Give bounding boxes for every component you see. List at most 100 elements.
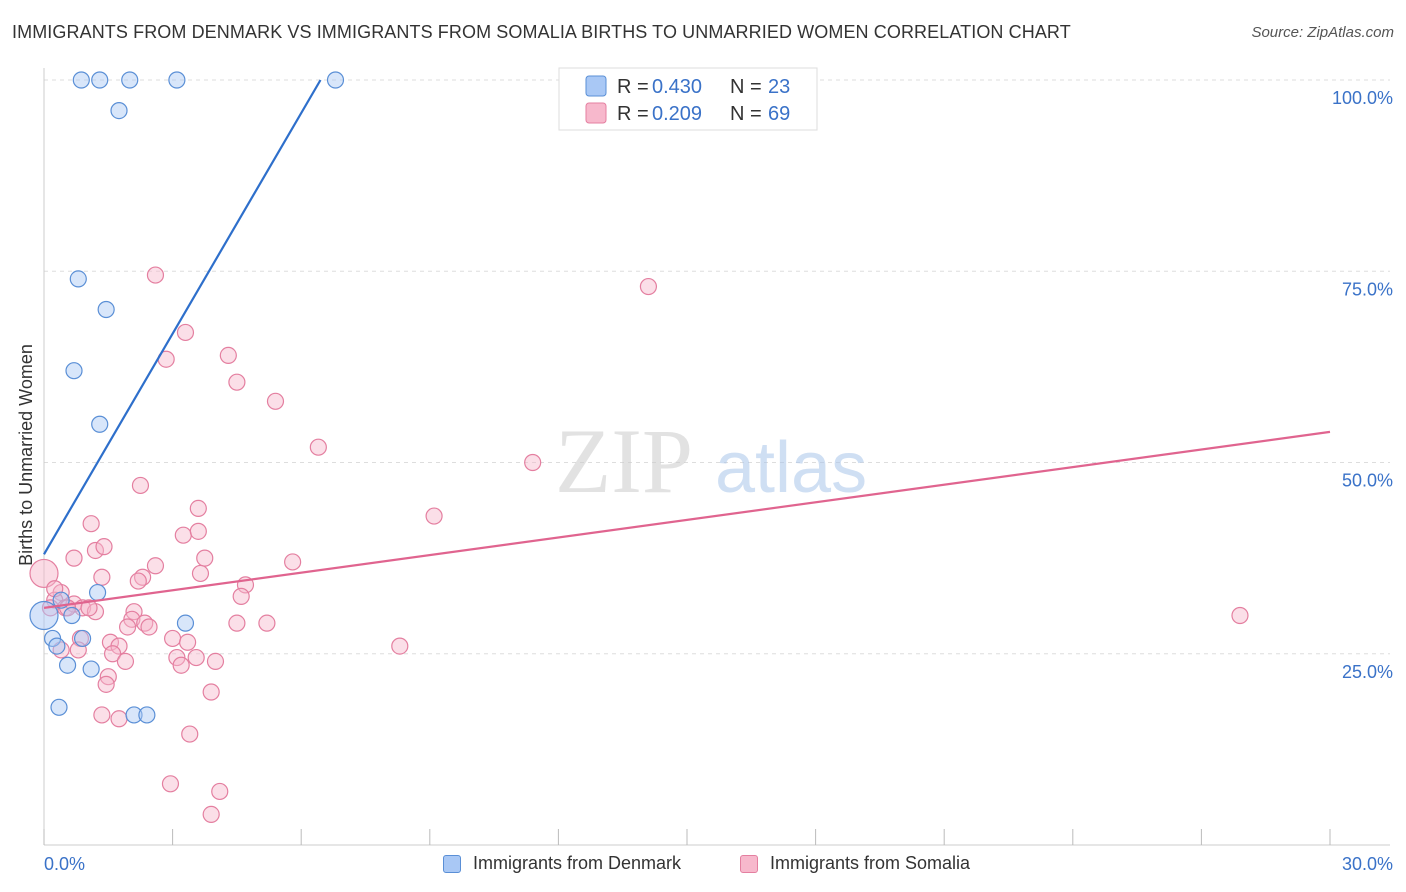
trend-lines	[43, 79, 1331, 609]
somalia-point[interactable]	[116, 652, 135, 671]
denmark-point[interactable]	[65, 362, 83, 380]
legend-somalia-swatch	[740, 854, 758, 873]
somalia-point[interactable]	[189, 499, 207, 517]
x-tick-labels: 0.0% 30.0%	[44, 854, 1393, 874]
y-tick-label: 50.0%	[1342, 471, 1393, 491]
denmark-point[interactable]	[91, 415, 109, 433]
somalia-point[interactable]	[202, 683, 220, 701]
somalia-point[interactable]	[189, 522, 207, 540]
stats-somalia-swatch	[585, 102, 607, 124]
stats-box: R = 0.430 N = 23 R = 0.209 N = 69	[558, 67, 818, 131]
somalia-point[interactable]	[93, 568, 111, 586]
stats-somalia-n-label: N =	[730, 103, 762, 125]
y-tick-labels: 25.0% 50.0% 75.0% 100.0%	[1332, 88, 1393, 682]
somalia-point[interactable]	[146, 266, 165, 284]
stats-somalia-r-label: R =	[617, 103, 649, 125]
denmark-point[interactable]	[125, 706, 143, 724]
axes	[43, 68, 1390, 846]
somalia-point[interactable]	[187, 648, 205, 667]
denmark-point[interactable]	[58, 656, 77, 674]
somalia-point[interactable]	[164, 629, 182, 648]
legend-somalia[interactable]: Immigrants from Somalia	[740, 853, 970, 874]
gridlines	[44, 79, 1390, 655]
somalia-trend-line	[43, 430, 1331, 609]
somalia-point[interactable]	[29, 558, 59, 589]
denmark-point[interactable]	[88, 583, 107, 602]
somalia-point[interactable]	[172, 656, 190, 674]
somalia-point[interactable]	[391, 637, 409, 655]
somalia-point[interactable]	[228, 373, 246, 391]
denmark-point[interactable]	[50, 698, 68, 716]
somalia-point[interactable]	[219, 346, 237, 364]
stats-denmark-n-value: 23	[768, 76, 790, 98]
denmark-point[interactable]	[121, 71, 139, 89]
somalia-point[interactable]	[176, 323, 195, 342]
somalia-point[interactable]	[110, 710, 128, 728]
somalia-point[interactable]	[181, 725, 199, 743]
somalia-point[interactable]	[129, 572, 147, 590]
somalia-point[interactable]	[131, 476, 150, 495]
y-tick-label: 75.0%	[1342, 279, 1393, 299]
somalia-point[interactable]	[425, 507, 443, 525]
denmark-point[interactable]	[48, 637, 66, 655]
somalia-point[interactable]	[1231, 606, 1249, 625]
somalia-point[interactable]	[103, 645, 122, 663]
somalia-point[interactable]	[228, 614, 246, 632]
denmark-point[interactable]	[63, 606, 81, 625]
somalia-point[interactable]	[196, 549, 214, 567]
somalia-point[interactable]	[65, 549, 83, 567]
stats-denmark-swatch	[585, 75, 607, 97]
series-denmark	[29, 71, 345, 724]
somalia-point[interactable]	[97, 675, 115, 693]
y-tick-label: 25.0%	[1342, 662, 1393, 682]
series-somalia	[29, 266, 1249, 824]
somalia-point[interactable]	[146, 557, 165, 575]
denmark-point[interactable]	[91, 71, 109, 89]
y-tick-label: 100.0%	[1332, 88, 1393, 108]
somalia-point[interactable]	[86, 541, 105, 560]
somalia-point[interactable]	[118, 618, 137, 636]
somalia-point[interactable]	[266, 392, 285, 410]
somalia-point[interactable]	[82, 515, 100, 533]
x-tick-label: 0.0%	[44, 854, 85, 874]
somalia-point[interactable]	[80, 599, 98, 617]
somalia-point[interactable]	[174, 526, 192, 544]
denmark-point[interactable]	[138, 706, 156, 724]
somalia-point[interactable]	[232, 587, 250, 605]
somalia-point[interactable]	[202, 805, 220, 824]
somalia-point[interactable]	[179, 633, 197, 651]
somalia-point[interactable]	[95, 538, 113, 556]
somalia-point[interactable]	[309, 438, 327, 456]
denmark-point[interactable]	[97, 300, 115, 319]
somalia-point[interactable]	[639, 277, 658, 296]
watermark: ZIP atlas	[555, 410, 867, 512]
denmark-point[interactable]	[69, 270, 87, 288]
denmark-point[interactable]	[82, 660, 100, 678]
somalia-point[interactable]	[258, 614, 276, 632]
denmark-point[interactable]	[110, 101, 128, 120]
stats-denmark-r-label: R =	[617, 76, 649, 98]
stats-denmark-r-value: 0.430	[652, 76, 702, 98]
denmark-point[interactable]	[176, 614, 195, 632]
legend-somalia-label: Immigrants from Somalia	[770, 853, 971, 873]
legend-denmark-swatch	[443, 854, 461, 873]
somalia-point[interactable]	[140, 618, 158, 636]
legend-denmark-label: Immigrants from Denmark	[473, 853, 682, 873]
legend-denmark[interactable]: Immigrants from Denmark	[443, 853, 681, 874]
denmark-point[interactable]	[168, 71, 186, 89]
denmark-point[interactable]	[326, 71, 345, 89]
denmark-point[interactable]	[29, 600, 59, 631]
somalia-point[interactable]	[161, 775, 180, 793]
stats-somalia-r-value: 0.209	[652, 103, 702, 125]
somalia-point[interactable]	[524, 453, 542, 472]
denmark-trend-line	[43, 79, 322, 555]
somalia-point[interactable]	[211, 782, 229, 801]
somalia-point[interactable]	[206, 652, 225, 671]
watermark-atlas: atlas	[715, 428, 867, 508]
denmark-point[interactable]	[73, 629, 92, 648]
somalia-point[interactable]	[93, 706, 111, 724]
somalia-point[interactable]	[284, 553, 302, 571]
somalia-point[interactable]	[191, 564, 210, 583]
denmark-point[interactable]	[72, 71, 90, 89]
